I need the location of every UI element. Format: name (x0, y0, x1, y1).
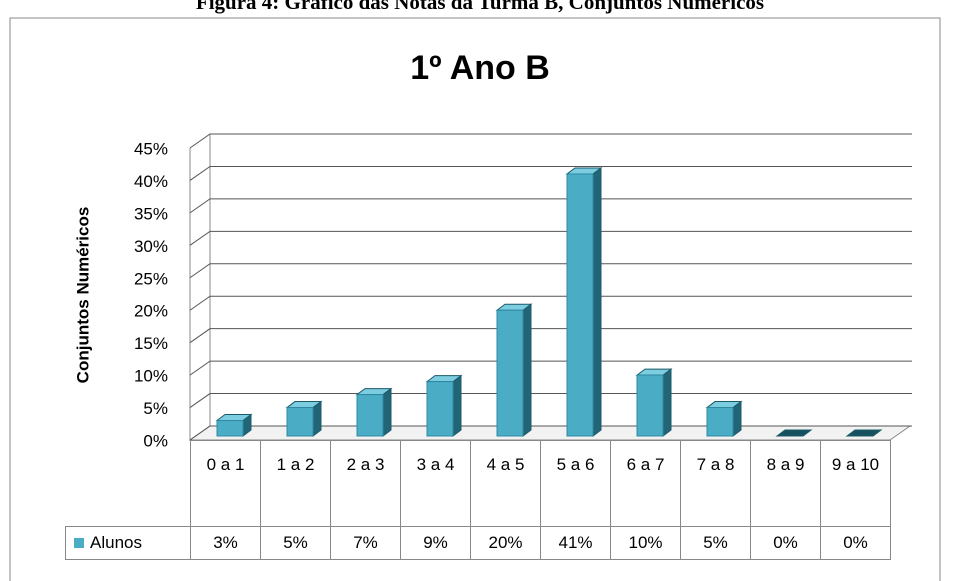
y-tick-label: 10% (134, 367, 168, 386)
y-tick-label: 15% (134, 334, 168, 353)
value-label: 10% (610, 526, 681, 560)
grid-line (189, 425, 912, 441)
category-label: 4 a 5 (470, 440, 541, 527)
grid-line (189, 165, 912, 181)
bar-front (636, 374, 664, 437)
bar-side (662, 368, 672, 437)
bar-front (426, 381, 454, 437)
category-label: 5 a 6 (540, 440, 611, 527)
bar-front (216, 420, 244, 437)
y-tick-label: 0% (143, 431, 168, 450)
grid-line (189, 360, 912, 376)
bar-side (592, 166, 602, 437)
chart-title: 1º Ano B (410, 49, 550, 87)
category-label: 0 a 1 (190, 440, 261, 527)
legend-cell: Alunos (65, 526, 191, 560)
y-tick-label: 20% (134, 302, 168, 321)
bar-front (286, 407, 314, 437)
bar-side (522, 303, 532, 437)
value-label: 20% (470, 526, 541, 560)
bar (635, 368, 673, 437)
value-label: 5% (680, 526, 751, 560)
y-axis-label: Conjuntos Numéricos (73, 207, 92, 384)
legend-swatch (74, 538, 84, 548)
grid-line (189, 133, 912, 149)
grid-line (189, 328, 912, 344)
value-label: 9% (400, 526, 471, 560)
bar-front (496, 309, 524, 437)
bar (495, 303, 533, 437)
bar-front (706, 407, 734, 437)
grid-line (189, 198, 912, 214)
bar-front (566, 173, 594, 437)
bar (705, 400, 743, 437)
value-label: 3% (190, 526, 261, 560)
y-tick-label: 30% (134, 237, 168, 256)
bar-side (452, 374, 462, 437)
bar (425, 374, 463, 437)
category-label: 7 a 8 (680, 440, 751, 527)
category-label: 9 a 10 (820, 440, 891, 527)
y-tick-label: 35% (134, 204, 168, 223)
grid-line (189, 295, 912, 311)
y-tick-label: 45% (134, 139, 168, 158)
bar-side (382, 387, 392, 437)
category-label: 8 a 9 (750, 440, 821, 527)
y-tick-label: 25% (134, 269, 168, 288)
bar (565, 166, 603, 437)
y-tick-label: 5% (143, 399, 168, 418)
bar (215, 413, 253, 437)
category-label: 6 a 7 (610, 440, 681, 527)
value-label: 0% (750, 526, 821, 560)
bar-top (845, 429, 883, 437)
grid-line (189, 393, 912, 408)
bar-front (356, 394, 384, 437)
value-label: 7% (330, 526, 401, 560)
grid-line (189, 263, 912, 279)
grid-line (189, 230, 912, 246)
category-label: 1 a 2 (260, 440, 331, 527)
caption: Figura 4: Gráfico das Notas da Turma B, … (196, 0, 764, 14)
bar (845, 429, 883, 437)
value-label: 41% (540, 526, 611, 560)
bar (775, 429, 813, 437)
category-label: 2 a 3 (330, 440, 401, 527)
value-label: 0% (820, 526, 891, 560)
bar (285, 400, 323, 437)
category-label: 3 a 4 (400, 440, 471, 527)
chart-frame (9, 17, 941, 581)
bar (355, 387, 393, 437)
bar-top (775, 429, 813, 437)
legend-label: Alunos (90, 533, 142, 552)
value-label: 5% (260, 526, 331, 560)
y-tick-label: 40% (134, 172, 168, 191)
